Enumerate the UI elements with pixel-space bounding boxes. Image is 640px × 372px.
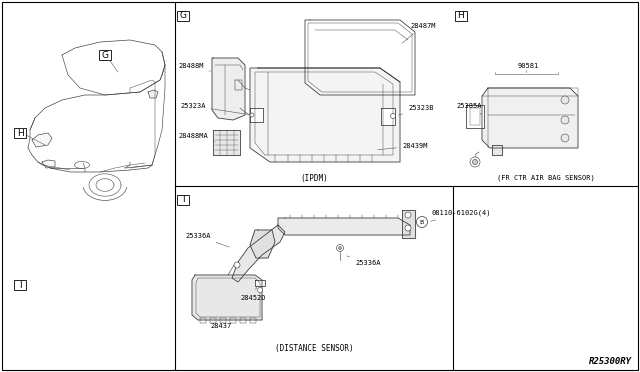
- Polygon shape: [213, 130, 240, 155]
- Text: 25336A: 25336A: [185, 233, 229, 247]
- Circle shape: [561, 96, 569, 104]
- Polygon shape: [148, 90, 158, 98]
- Text: 28488MA: 28488MA: [178, 133, 215, 142]
- Text: I: I: [19, 280, 21, 289]
- Text: (DISTANCE SENSOR): (DISTANCE SENSOR): [275, 343, 353, 353]
- Text: 25323B: 25323B: [399, 105, 433, 115]
- Polygon shape: [255, 280, 265, 286]
- Bar: [177, 195, 189, 205]
- Text: 28439M: 28439M: [378, 143, 428, 150]
- Polygon shape: [305, 20, 415, 95]
- Text: B: B: [420, 219, 424, 224]
- Polygon shape: [466, 105, 484, 128]
- Polygon shape: [250, 230, 275, 258]
- Text: 25336A: 25336A: [347, 256, 381, 266]
- Text: G: G: [102, 51, 109, 60]
- Polygon shape: [278, 218, 410, 235]
- Polygon shape: [402, 210, 415, 238]
- Text: G: G: [179, 12, 186, 20]
- Circle shape: [250, 113, 254, 117]
- Text: H: H: [458, 12, 465, 20]
- Circle shape: [390, 113, 396, 119]
- Circle shape: [339, 247, 342, 250]
- Text: I: I: [182, 196, 184, 205]
- Circle shape: [470, 157, 480, 167]
- Polygon shape: [192, 275, 262, 320]
- Bar: [14, 128, 26, 138]
- Polygon shape: [32, 133, 52, 147]
- Polygon shape: [250, 68, 400, 162]
- Polygon shape: [492, 145, 502, 155]
- Circle shape: [337, 244, 344, 251]
- Bar: [177, 11, 189, 21]
- Text: 08110-6102G(4): 08110-6102G(4): [431, 210, 492, 221]
- Polygon shape: [42, 160, 55, 168]
- Text: H: H: [17, 128, 24, 138]
- Polygon shape: [232, 225, 285, 282]
- Circle shape: [561, 116, 569, 124]
- Circle shape: [561, 134, 569, 142]
- Bar: [14, 280, 26, 290]
- Circle shape: [405, 212, 411, 218]
- Circle shape: [417, 217, 428, 228]
- Circle shape: [405, 225, 411, 231]
- Polygon shape: [250, 108, 263, 122]
- Text: 25323A: 25323A: [180, 103, 249, 115]
- Text: 28487M: 28487M: [402, 23, 435, 43]
- Text: 28437: 28437: [210, 317, 231, 329]
- Polygon shape: [482, 88, 578, 148]
- Circle shape: [234, 262, 240, 268]
- Text: 90581: 90581: [517, 63, 539, 69]
- Polygon shape: [212, 58, 245, 120]
- Text: R25300RY: R25300RY: [589, 357, 632, 366]
- Text: (IPDM): (IPDM): [300, 173, 328, 183]
- Polygon shape: [381, 108, 395, 125]
- Text: 25385A: 25385A: [456, 103, 482, 115]
- Circle shape: [472, 160, 477, 164]
- Text: 28452D: 28452D: [240, 286, 266, 301]
- Bar: [455, 11, 467, 21]
- Circle shape: [257, 288, 262, 292]
- Text: 28488M: 28488M: [178, 63, 211, 71]
- Bar: [99, 50, 111, 60]
- Text: (FR CTR AIR BAG SENSOR): (FR CTR AIR BAG SENSOR): [497, 175, 595, 181]
